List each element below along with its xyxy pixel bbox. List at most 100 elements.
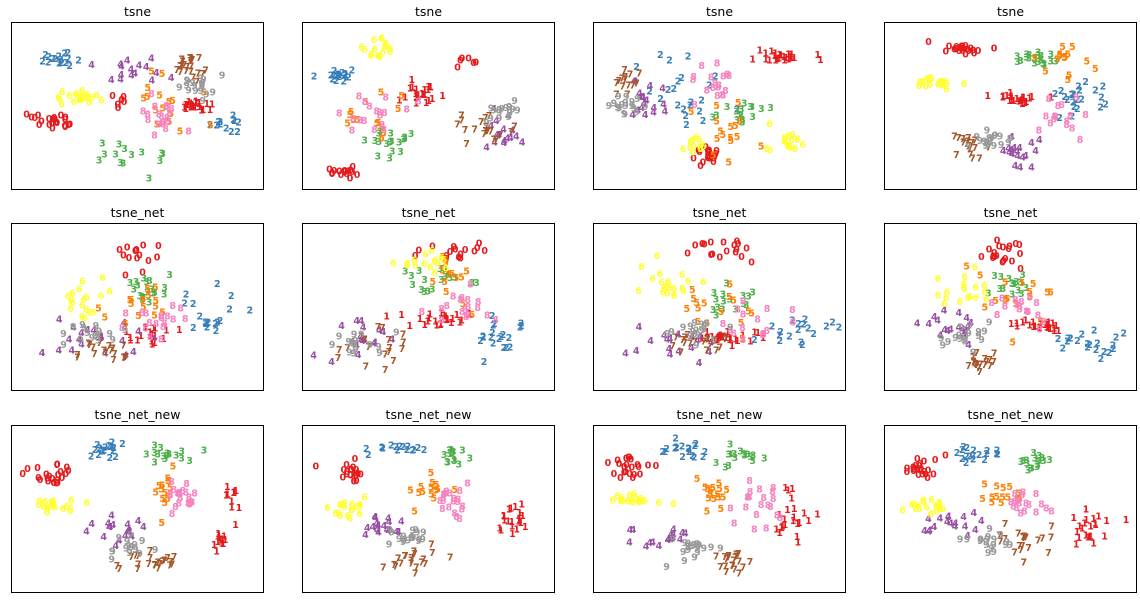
digit-point-6: 6 <box>353 502 360 513</box>
digit-point-8: 8 <box>720 91 727 102</box>
digit-point-7: 7 <box>422 559 429 570</box>
digit-point-2: 2 <box>1102 100 1109 111</box>
digit-point-2: 2 <box>110 446 117 457</box>
digit-point-1: 1 <box>1047 324 1054 335</box>
digit-point-2: 2 <box>393 442 400 453</box>
digit-point-2: 2 <box>786 332 793 343</box>
digit-point-7: 7 <box>429 548 436 559</box>
digit-point-1: 1 <box>508 504 515 515</box>
digit-point-8: 8 <box>770 494 777 505</box>
digit-point-7: 7 <box>722 334 729 345</box>
digit-point-6: 6 <box>83 292 90 303</box>
digit-point-8: 8 <box>444 301 451 312</box>
digit-point-7: 7 <box>970 356 977 367</box>
digit-point-0: 0 <box>1000 256 1007 267</box>
digit-point-8: 8 <box>148 89 155 100</box>
digit-point-3: 3 <box>1023 52 1030 63</box>
digit-point-1: 1 <box>439 91 446 102</box>
digit-point-3: 3 <box>446 446 453 457</box>
digit-point-1: 1 <box>433 321 440 332</box>
digit-point-4: 4 <box>91 326 98 337</box>
digit-point-4: 4 <box>84 325 91 336</box>
digit-point-5: 5 <box>748 308 755 319</box>
digit-point-4: 4 <box>349 337 356 348</box>
digit-point-2: 2 <box>488 333 495 344</box>
digit-point-0: 0 <box>1006 242 1013 253</box>
digit-point-1: 1 <box>817 55 824 66</box>
digit-point-7: 7 <box>687 339 694 350</box>
digit-point-6: 6 <box>937 504 944 515</box>
digit-point-3: 3 <box>143 277 150 288</box>
digit-point-5: 5 <box>716 484 723 495</box>
digit-point-0: 0 <box>481 246 488 257</box>
digit-point-8: 8 <box>1014 496 1021 507</box>
digit-point-8: 8 <box>1052 112 1059 123</box>
digit-point-1: 1 <box>791 513 798 524</box>
digit-point-8: 8 <box>1048 506 1055 517</box>
digit-point-1: 1 <box>509 517 516 528</box>
digit-point-1: 1 <box>501 511 508 522</box>
digit-point-5: 5 <box>95 303 102 314</box>
digit-point-5: 5 <box>148 66 155 77</box>
digit-point-1: 1 <box>1081 519 1088 530</box>
digit-point-3: 3 <box>186 456 193 467</box>
digit-point-7: 7 <box>963 139 970 150</box>
digit-point-1: 1 <box>123 327 130 338</box>
digit-point-2: 2 <box>970 454 977 465</box>
digit-point-0: 0 <box>717 252 724 263</box>
digit-point-3: 3 <box>733 106 740 117</box>
digit-point-1: 1 <box>1092 519 1099 530</box>
digit-point-3: 3 <box>467 453 474 464</box>
digit-point-9: 9 <box>701 544 708 555</box>
digit-point-7: 7 <box>717 343 724 354</box>
digit-point-3: 3 <box>376 129 383 140</box>
digit-point-2: 2 <box>61 49 68 60</box>
digit-point-9: 9 <box>388 528 395 539</box>
digit-point-2: 2 <box>1106 348 1113 359</box>
digit-point-6: 6 <box>626 491 633 502</box>
digit-point-1: 1 <box>762 55 769 66</box>
digit-point-1: 1 <box>814 510 821 521</box>
digit-point-8: 8 <box>164 116 171 127</box>
digit-point-5: 5 <box>144 92 151 103</box>
digit-point-2: 2 <box>1091 326 1098 337</box>
digit-point-6: 6 <box>337 500 344 511</box>
digit-point-7: 7 <box>735 549 742 560</box>
digit-point-5: 5 <box>982 303 989 314</box>
digit-point-1: 1 <box>192 102 199 113</box>
digit-point-9: 9 <box>94 331 101 342</box>
digit-point-3: 3 <box>160 452 167 463</box>
digit-point-8: 8 <box>462 305 469 316</box>
digit-point-2: 2 <box>336 70 343 81</box>
digit-point-2: 2 <box>75 56 82 67</box>
digit-point-8: 8 <box>698 61 705 72</box>
digit-point-7: 7 <box>720 332 727 343</box>
digit-point-7: 7 <box>411 549 418 560</box>
digit-point-8: 8 <box>143 308 150 319</box>
plot-area <box>11 22 264 190</box>
digit-point-3: 3 <box>451 456 458 467</box>
digit-point-5: 5 <box>1030 279 1037 290</box>
panel-title: tsne <box>996 4 1025 19</box>
digit-point-8: 8 <box>1016 305 1023 316</box>
digit-point-5: 5 <box>201 88 208 99</box>
digit-point-5: 5 <box>994 492 1001 503</box>
digit-point-1: 1 <box>142 322 149 333</box>
digit-point-2: 2 <box>679 441 686 452</box>
digit-point-1: 1 <box>789 484 796 495</box>
digit-point-2: 2 <box>795 319 802 330</box>
digit-point-9: 9 <box>685 539 692 550</box>
digit-point-1: 1 <box>189 100 196 111</box>
digit-point-6: 6 <box>65 292 72 303</box>
digit-point-4: 4 <box>622 348 629 359</box>
digit-point-8: 8 <box>443 487 450 498</box>
digit-point-0: 0 <box>915 470 922 481</box>
digit-point-2: 2 <box>45 52 52 63</box>
digit-point-0: 0 <box>54 460 61 471</box>
digit-point-8: 8 <box>371 125 378 136</box>
digit-point-1: 1 <box>176 325 183 336</box>
digit-point-1: 1 <box>788 49 795 60</box>
digit-point-7: 7 <box>955 133 962 144</box>
digit-point-8: 8 <box>182 314 189 325</box>
digit-point-7: 7 <box>970 352 977 363</box>
